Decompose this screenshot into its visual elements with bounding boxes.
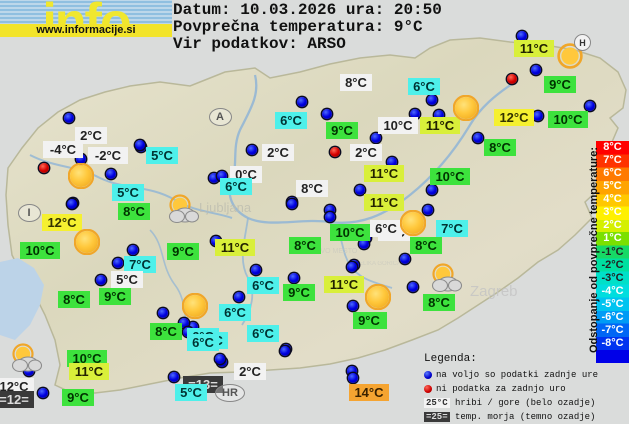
svg-text:Ljubljana: Ljubljana xyxy=(199,200,252,215)
svg-text:Zagreb: Zagreb xyxy=(470,283,518,300)
svg-text:VELIKA GORICA: VELIKA GORICA xyxy=(355,261,401,267)
